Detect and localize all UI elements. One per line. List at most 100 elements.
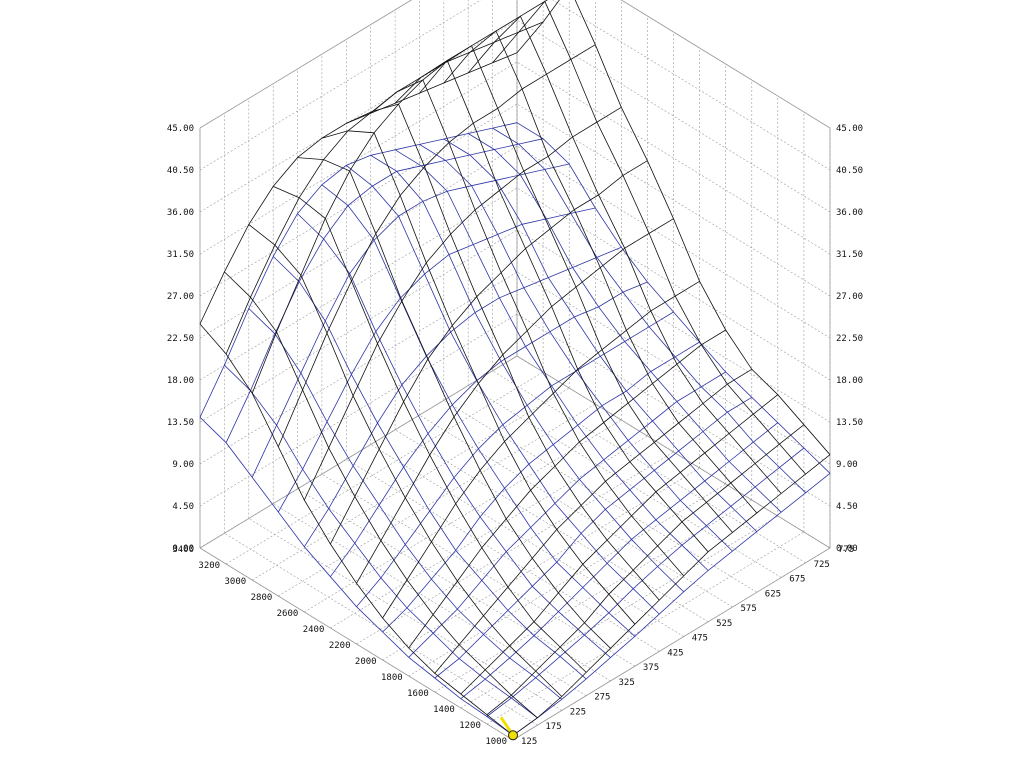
floor-grid-line xyxy=(434,499,752,693)
load-tick-label: 325 xyxy=(619,678,635,688)
surface-under-load-line xyxy=(272,256,587,680)
load-tick-label: 175 xyxy=(545,722,561,732)
z-tick-label-right: 45.00 xyxy=(836,124,863,134)
surface-over-load-line xyxy=(224,271,538,719)
z-tick-label-right: 40.50 xyxy=(836,166,863,176)
surface-under-load-line xyxy=(516,122,831,474)
z-tick-label-left: 45.00 xyxy=(167,124,194,134)
z-tick-label-right: 36.00 xyxy=(836,208,863,218)
surface-under-load-line xyxy=(419,144,733,552)
rpm-tick-label: 2600 xyxy=(277,609,299,619)
rpm-tick-label: 1200 xyxy=(459,721,481,731)
floor-grid-line xyxy=(492,370,806,564)
surface-under-load-line xyxy=(346,165,660,615)
rpm-tick-label: 1000 xyxy=(485,737,507,747)
surface-over-load-line xyxy=(346,103,660,601)
box-edge xyxy=(516,355,831,549)
surface-under-load-line xyxy=(370,154,684,593)
surface-under-rpm-line xyxy=(512,472,831,736)
wall-grid-line xyxy=(199,187,518,381)
floor-grid-line xyxy=(382,467,700,661)
surface-under-rpm-line xyxy=(356,311,674,607)
load-tick-label: 475 xyxy=(692,634,708,644)
rpm-tick-label: 3000 xyxy=(225,577,247,587)
operating-point-marker xyxy=(499,716,518,741)
surface-under-rpm-line xyxy=(277,207,596,513)
surface-under-load-line xyxy=(297,213,611,658)
z-tick-label-left: 4.50 xyxy=(172,502,194,512)
load-tick-label: 225 xyxy=(570,708,586,718)
rpm-tick-label: 3200 xyxy=(198,561,220,571)
floor-grid-line xyxy=(394,429,709,623)
box-edge xyxy=(512,547,831,741)
floor-grid-line xyxy=(460,515,778,709)
floor-grid-line xyxy=(330,435,648,629)
surface-over-rpm-line xyxy=(199,52,518,325)
surface-over-rpm-line xyxy=(512,454,831,736)
surface-over-rpm-line xyxy=(330,160,648,545)
surface-under-rpm-line xyxy=(251,163,570,478)
z-tick-label-right: 4.50 xyxy=(836,502,858,512)
load-tick-label: 125 xyxy=(521,737,537,747)
wall-grid-line xyxy=(199,19,518,213)
surface-over-load-line xyxy=(248,224,563,697)
surface-under-rpm-line xyxy=(382,341,700,633)
surface-over-load-line xyxy=(273,186,587,673)
surface-over-rpm-line xyxy=(408,329,726,649)
surface-under-rpm-line xyxy=(408,371,726,658)
surface-under-rpm-line xyxy=(460,422,779,700)
surface-under-rpm-line xyxy=(303,246,622,547)
rpm-tick-label: 2000 xyxy=(355,657,377,667)
surface-over-load-line xyxy=(419,45,733,533)
z-tick-label-left: 36.00 xyxy=(167,208,194,218)
wall-grid-line xyxy=(199,0,482,171)
wall-grid-line xyxy=(552,0,831,171)
surface-over-load-line xyxy=(516,0,831,455)
floor-grid-line xyxy=(297,488,611,682)
load-tick-label: 575 xyxy=(741,604,757,614)
wall-grid-line xyxy=(199,271,518,465)
surface-under-rpm-line xyxy=(486,447,805,717)
surface-under-load-line xyxy=(321,184,636,637)
surface-over-rpm-line xyxy=(356,218,674,584)
floor-grid-line xyxy=(346,459,660,652)
rpm-tick-label: 2400 xyxy=(303,625,325,635)
z-tick-label-left: 40.50 xyxy=(167,166,194,176)
load-tick-label: 425 xyxy=(667,648,683,658)
surface-under-load-line xyxy=(199,417,514,736)
load-tick-label: 725 xyxy=(814,560,830,570)
surface-over-series xyxy=(199,0,831,736)
load-tick-label: 675 xyxy=(789,575,805,585)
wall-grid-line xyxy=(199,313,518,507)
z-tick-label-left: 22.50 xyxy=(167,334,194,344)
surface-over-load-line xyxy=(321,130,636,625)
surface-under-load-line xyxy=(492,127,806,494)
z-tick-label-right: 13.50 xyxy=(836,418,863,428)
surface-over-rpm-line xyxy=(303,106,622,501)
load-tick-label: 275 xyxy=(594,693,610,703)
surface-over-load-line xyxy=(297,157,611,649)
rpm-tick-label: 1800 xyxy=(381,673,403,683)
surface-over-rpm-line xyxy=(277,44,596,447)
wall-grid-line xyxy=(516,271,831,465)
wall-grid-line xyxy=(516,19,831,213)
box-edge xyxy=(199,355,518,549)
surface-under-rpm-line xyxy=(225,138,544,443)
z-tick-label-right: 0.00 xyxy=(836,544,858,554)
chart-box-walls xyxy=(199,0,831,741)
z-tick-label-right: 22.50 xyxy=(836,334,863,344)
wall-grid-line xyxy=(516,313,831,507)
z-tick-label-right: 18.00 xyxy=(836,376,863,386)
box-edge xyxy=(199,0,413,129)
z-tick-label-right: 31.50 xyxy=(836,250,863,260)
floor-grid-line xyxy=(468,385,782,578)
wall-grid-line xyxy=(199,0,412,129)
z-tick-label-left: 27.00 xyxy=(167,292,194,302)
rpm-tick-label: 2800 xyxy=(251,593,273,603)
wall-grid-line xyxy=(199,229,518,423)
wall-grid-line xyxy=(516,61,831,255)
axis-tick-labels: 1000 1200 1400 1600 1800 2000 2200 2400 2600 2800… xyxy=(167,124,863,747)
floor-grid-line xyxy=(278,403,596,597)
wall-grid-line xyxy=(199,61,518,255)
